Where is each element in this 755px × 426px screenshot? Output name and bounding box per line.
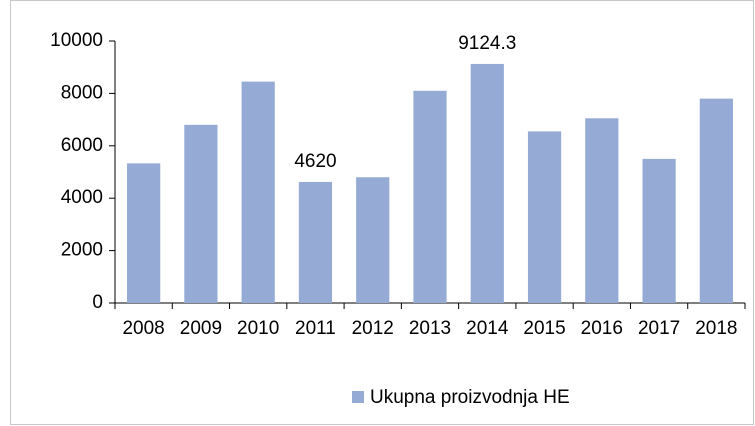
data-label: 9124.3 <box>458 33 516 54</box>
bar <box>470 63 504 303</box>
data-label: 4620 <box>294 151 336 172</box>
x-tick-label: 2015 <box>523 318 565 339</box>
bar <box>699 98 733 303</box>
x-tick-label: 2008 <box>122 318 164 339</box>
bar <box>127 163 161 303</box>
y-tick-label: 0 <box>92 292 103 313</box>
x-tick-label: 2013 <box>409 318 451 339</box>
bar <box>413 90 447 303</box>
bar <box>241 81 275 303</box>
bar <box>184 124 218 303</box>
x-tick-label: 2016 <box>581 318 623 339</box>
y-tick-label: 4000 <box>61 187 103 208</box>
x-tick-label: 2009 <box>180 318 222 339</box>
y-tick-label: 2000 <box>61 240 103 261</box>
x-tick-label: 2018 <box>695 318 737 339</box>
x-tick-label: 2014 <box>466 318 509 339</box>
legend-swatch <box>352 391 364 403</box>
x-tick-label: 2012 <box>352 318 394 339</box>
y-tick-label: 8000 <box>61 82 103 103</box>
y-tick-label: 10000 <box>50 30 103 51</box>
x-tick-label: 2017 <box>638 318 680 339</box>
y-tick-label: 6000 <box>61 135 103 156</box>
bar <box>356 177 390 303</box>
bar <box>527 131 562 303</box>
x-tick-label: 2010 <box>237 318 279 339</box>
legend-label: Ukupna proizvodnja HE <box>370 387 570 408</box>
x-tick-label: 2011 <box>295 318 336 339</box>
bar <box>298 181 333 303</box>
bar <box>585 118 619 303</box>
bar <box>642 158 676 303</box>
